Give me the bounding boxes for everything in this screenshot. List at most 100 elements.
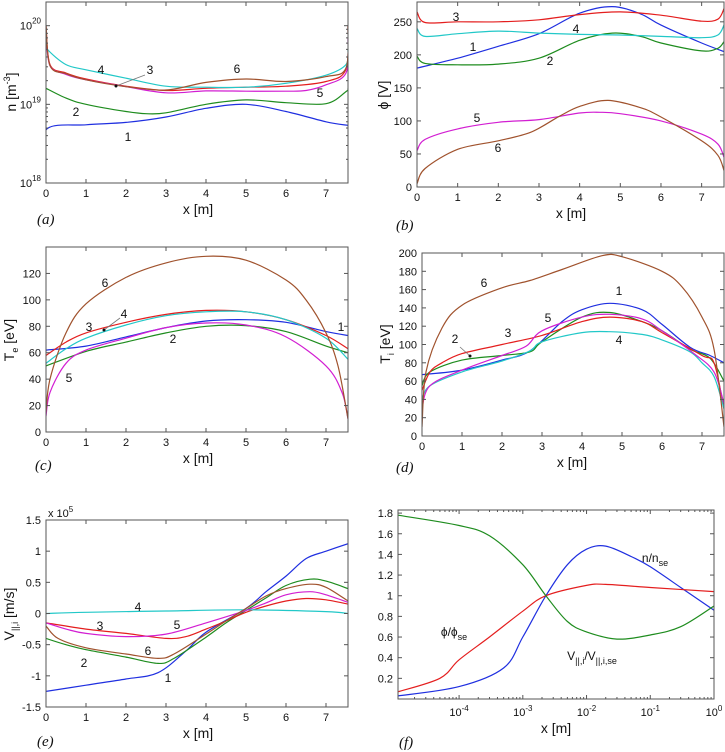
panel-e: 0 1 2 3 4 5 6 7 -1.5 -1 -0.5 0 0.5 1 1.5 x 105 x [m] V||,…	[1, 505, 349, 750]
axes-frame	[45, 246, 349, 433]
y-tick-label: 60	[29, 348, 41, 360]
x-tick-label: 1	[459, 441, 465, 453]
y-tick-label: 80	[405, 358, 417, 370]
annotation-arrow	[115, 74, 146, 87]
series-line-c-6	[46, 255, 348, 419]
y-tick-label: 50	[400, 149, 412, 161]
y-axis-label: Te [eV]	[1, 319, 20, 361]
y-tick-label: 1.5	[26, 515, 41, 527]
curve-label-4: 4	[121, 307, 128, 321]
panel-label: (a)	[37, 212, 55, 228]
curve-label-1: 1	[338, 320, 345, 334]
series-line-a-6	[46, 25, 348, 91]
y-tick-label: 0.8	[378, 611, 393, 623]
x-tick-label: 7	[699, 441, 705, 453]
y-tick-label: 0.2	[378, 673, 393, 685]
y-tick-label: 100	[394, 116, 412, 128]
x-tick-label: 7	[699, 192, 705, 204]
panel-a: 0 1 2 3 4 5 6 7 1018 1019 1020 x [m] n [m-3] (a) 1 2 3 4 5…	[2, 1, 349, 228]
panel-label: (e)	[37, 734, 54, 750]
x-tick-label: 3	[539, 441, 545, 453]
series-label: V||,i/V||,i,se	[567, 649, 617, 666]
curve-label-2: 2	[73, 105, 80, 119]
y-tick-label: 40	[405, 394, 417, 406]
curve-label-6: 6	[234, 62, 241, 76]
series-line-b-3	[417, 8, 724, 24]
y-tick-label: 180	[399, 266, 417, 278]
axes-frame	[421, 252, 725, 437]
x-tick-label: 5	[243, 712, 249, 724]
y-axis-label: ϕ [V]	[375, 81, 391, 110]
x-tick-label: 10-4	[449, 704, 469, 719]
x-tick-label: 7	[323, 437, 329, 449]
curve-label-4: 4	[616, 333, 623, 347]
panel-d: 0 1 2 3 4 5 6 7 0 20 40 60 80 100 120 140 160 180 200 x [m]…	[377, 248, 725, 476]
panel-label: (b)	[396, 218, 414, 234]
x-tick-label: 0	[419, 441, 425, 453]
y-tick-label: 0.6	[378, 632, 393, 644]
x-tick-label: 0	[43, 712, 49, 724]
series-line-c-2	[46, 324, 348, 367]
x-tick-label: 10-1	[641, 704, 661, 719]
series-line-d-6	[422, 253, 724, 427]
series-line-e-4	[46, 609, 348, 615]
x-axis-label: x [m]	[557, 454, 587, 470]
y-tick-label: 1.8	[378, 508, 393, 520]
panel-c: 0 1 2 3 4 5 6 7 0 20 40 60 80 100 120 x [m] Te [eV] (c) 1 2…	[1, 246, 349, 474]
series-line-c-3	[46, 309, 348, 356]
curve-label-5: 5	[66, 371, 73, 385]
series-line-b-6	[417, 99, 724, 184]
y-tick-label: 0.4	[378, 653, 393, 665]
y-axis-label: V||,i [m/s]	[1, 588, 20, 641]
series-label: ϕ/ϕse	[441, 625, 467, 642]
y-tick-label: 40	[29, 374, 41, 386]
panel-f: 10-4 10-3 10-2 10-1 100 0.2 0.4 0.6 0.8 1 1.2 1.4 1.…	[378, 508, 723, 751]
y-tick-label: 80	[29, 321, 41, 333]
x-tick-label: 10-3	[513, 704, 533, 719]
x-axis-label: x [m]	[183, 450, 213, 466]
x-tick-label: 3	[163, 437, 169, 449]
x-tick-label: 6	[658, 192, 664, 204]
x-tick-label: 6	[283, 188, 289, 200]
curve-label-2: 2	[170, 332, 177, 346]
y-tick-label: 0	[411, 431, 417, 443]
y-tick-label: 1.6	[378, 529, 393, 541]
curve-label-6: 6	[102, 276, 109, 290]
series-line-f-1	[398, 545, 714, 697]
series-line-a-2	[46, 87, 348, 115]
series-line-d-1	[422, 302, 724, 376]
curve-label-4: 4	[573, 22, 580, 36]
axes-frame	[416, 1, 725, 188]
y-tick-label: -1.5	[22, 702, 41, 714]
curve-label-5: 5	[545, 311, 552, 325]
series-line-a-5	[46, 33, 348, 94]
series-line-d-4	[422, 330, 724, 409]
x-axis-label: x [m]	[541, 720, 571, 736]
x-tick-label: 4	[203, 712, 209, 724]
arrow-head	[114, 84, 118, 88]
y-tick-label: 20	[405, 413, 417, 425]
x-tick-label: 1	[83, 188, 89, 200]
x-tick-label: 1	[455, 192, 461, 204]
annotation-arrow	[103, 317, 121, 331]
curve-label-1: 1	[470, 40, 477, 54]
y-tick-label: 0	[406, 182, 412, 194]
x-tick-label: 5	[617, 192, 623, 204]
y-tick-label: 0	[35, 609, 41, 621]
series-line-e-2	[46, 578, 348, 665]
series-line-e-6	[46, 583, 348, 660]
y-tick-label: 1020	[20, 17, 42, 33]
y-axis-label: Ti [eV]	[377, 324, 396, 363]
annotation-arrow	[459, 346, 471, 357]
x-tick-label: 6	[283, 712, 289, 724]
x-tick-label: 1	[83, 712, 89, 724]
x-tick-label: 10-2	[577, 704, 597, 719]
series-line-b-5	[417, 111, 724, 158]
x-axis-label: x [m]	[556, 205, 586, 221]
curve-label-3: 3	[453, 10, 460, 24]
y-tick-label: 0	[35, 427, 41, 439]
series-label: n/nse	[642, 551, 668, 568]
curve-label-2: 2	[81, 656, 88, 670]
curve-label-3: 3	[86, 320, 93, 334]
